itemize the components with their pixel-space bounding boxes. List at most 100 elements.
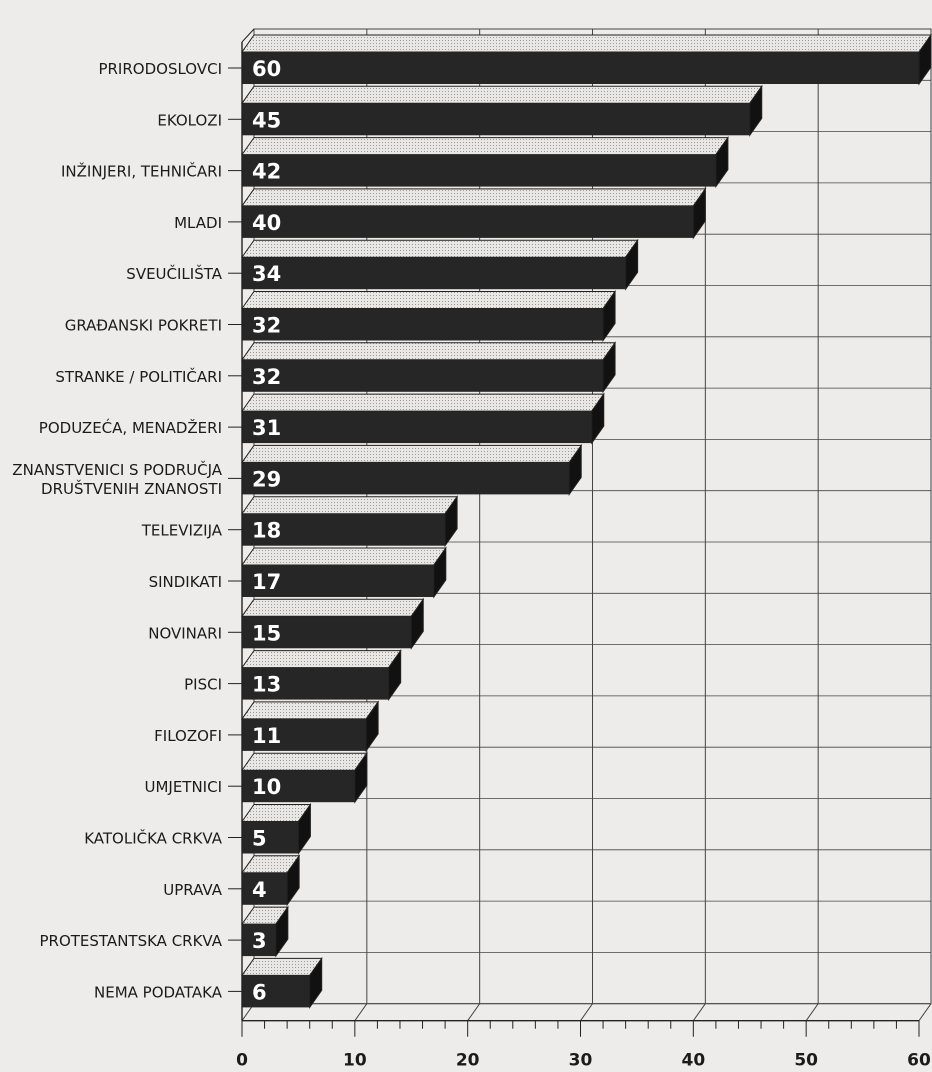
category-label: PROTESTANTSKA CRKVA bbox=[40, 932, 223, 950]
bar-top-face bbox=[241, 752, 368, 771]
bar-top-face bbox=[241, 598, 425, 617]
bar-top-face bbox=[241, 291, 617, 309]
bar-side-face bbox=[354, 751, 368, 804]
category-label: GRAĐANSKI POKRETI bbox=[65, 317, 222, 335]
y-axis-depth-line bbox=[241, 28, 255, 43]
x-tick-label: 50 bbox=[794, 1051, 818, 1071]
bar bbox=[242, 103, 750, 136]
bar-side-face bbox=[365, 700, 379, 753]
bar-side-face bbox=[749, 84, 763, 137]
bar-top-face bbox=[241, 85, 763, 104]
category-label: SINDIKATI bbox=[149, 573, 222, 591]
x-tick-label: 40 bbox=[681, 1051, 705, 1071]
x-tick-label: 0 bbox=[236, 1051, 248, 1071]
bar bbox=[242, 975, 310, 1008]
floor-gridline bbox=[580, 1003, 593, 1021]
bar-value-label: 42 bbox=[252, 160, 281, 184]
bar-side-face bbox=[602, 341, 616, 394]
bar-value-label: 31 bbox=[252, 416, 281, 440]
bar-side-face bbox=[433, 546, 447, 599]
bar-top-face bbox=[241, 547, 447, 566]
x-tick-label: 60 bbox=[907, 1051, 931, 1071]
bar bbox=[242, 513, 446, 546]
bar-value-label: 29 bbox=[252, 467, 281, 491]
category-label: KATOLIČKA CRKVA bbox=[84, 829, 223, 848]
bar bbox=[242, 770, 355, 803]
bar bbox=[242, 924, 276, 957]
bar-side-face bbox=[568, 443, 582, 496]
bar-value-label: 5 bbox=[252, 827, 267, 851]
floor-gridline bbox=[805, 1003, 819, 1021]
category-label: PODUZEĆA, MENADŽERI bbox=[39, 418, 222, 437]
bar bbox=[242, 154, 716, 187]
bar-value-label: 13 bbox=[252, 673, 281, 697]
bar-top-face bbox=[241, 34, 932, 53]
bar-value-label: 10 bbox=[252, 775, 281, 799]
bar-value-label: 17 bbox=[252, 570, 281, 594]
bar-side-face bbox=[444, 495, 458, 548]
bar-side-face bbox=[297, 802, 311, 856]
bar bbox=[242, 667, 389, 700]
category-label: MLADI bbox=[174, 214, 222, 232]
bar-top-face bbox=[241, 393, 605, 412]
category-label: INŽINJERI, TEHNIČARI bbox=[61, 162, 222, 181]
bar-side-face bbox=[918, 33, 932, 86]
bar bbox=[242, 411, 592, 444]
bar-side-face bbox=[692, 187, 706, 240]
bar-top-face bbox=[241, 701, 380, 720]
bar-value-label: 15 bbox=[252, 621, 281, 645]
floor-gridline bbox=[354, 1003, 368, 1021]
category-label: EKOLOZI bbox=[157, 111, 222, 129]
bar-value-label: 18 bbox=[252, 519, 281, 543]
x-tick-label: 30 bbox=[569, 1051, 593, 1071]
category-label: UMJETNICI bbox=[144, 778, 222, 796]
bar bbox=[242, 821, 299, 854]
bar-top-face bbox=[241, 188, 707, 207]
bar-side-face bbox=[410, 597, 424, 650]
bar-value-label: 4 bbox=[252, 878, 267, 902]
bar bbox=[242, 359, 604, 392]
bar-top-face bbox=[241, 496, 459, 515]
bar bbox=[242, 565, 434, 597]
bar-side-face bbox=[625, 238, 639, 291]
bars: 60 45 42 40 34 32 32 31 29 18 17 15 13 11 10 5 4 3 6 bbox=[241, 33, 932, 1009]
bar-top-face bbox=[241, 957, 323, 976]
bar-side-face bbox=[275, 905, 289, 958]
bar-value-label: 32 bbox=[252, 365, 281, 389]
bar-top-face bbox=[241, 444, 583, 463]
bar-value-label: 3 bbox=[252, 929, 267, 953]
category-label: TELEVIZIJA bbox=[141, 522, 223, 540]
bar-value-label: 6 bbox=[252, 980, 267, 1004]
bar-value-label: 60 bbox=[252, 57, 281, 81]
bar-side-face bbox=[309, 956, 323, 1009]
floor-gridline bbox=[918, 1003, 932, 1021]
bar-side-face bbox=[286, 854, 300, 907]
bar bbox=[242, 308, 604, 341]
bar-side-face bbox=[388, 649, 402, 702]
x-tick-label: 10 bbox=[343, 1051, 367, 1071]
floor-gridline bbox=[692, 1003, 706, 1021]
category-label: UPRAVA bbox=[163, 881, 222, 899]
x-axis: 0 10 20 30 40 50 60 bbox=[228, 28, 931, 1071]
bar bbox=[242, 257, 626, 290]
bar-side-face bbox=[715, 136, 729, 189]
category-label: STRANKE / POLITIČARI bbox=[55, 367, 222, 386]
bar bbox=[242, 718, 367, 751]
category-label: FILOZOFI bbox=[154, 727, 222, 745]
floor-gridline bbox=[467, 1003, 481, 1021]
category-label: PISCI bbox=[184, 676, 222, 694]
category-label: ZNANSTVENICI S PODRUČJA DRUŠTVENIH ZNANOS… bbox=[12, 460, 222, 498]
x-tick-label: 20 bbox=[456, 1051, 480, 1071]
bar-side-face bbox=[602, 289, 616, 343]
bar bbox=[242, 52, 919, 84]
bar-top-face bbox=[241, 239, 639, 258]
bar bbox=[242, 872, 288, 905]
bar-value-label: 32 bbox=[252, 314, 281, 338]
category-label: PRIRODOSLOVCI bbox=[98, 60, 222, 78]
bar bbox=[242, 462, 570, 495]
bar bbox=[242, 616, 412, 649]
bar-top-face bbox=[241, 342, 617, 361]
bar-value-label: 45 bbox=[252, 108, 281, 132]
category-label: NOVINARI bbox=[148, 624, 222, 642]
